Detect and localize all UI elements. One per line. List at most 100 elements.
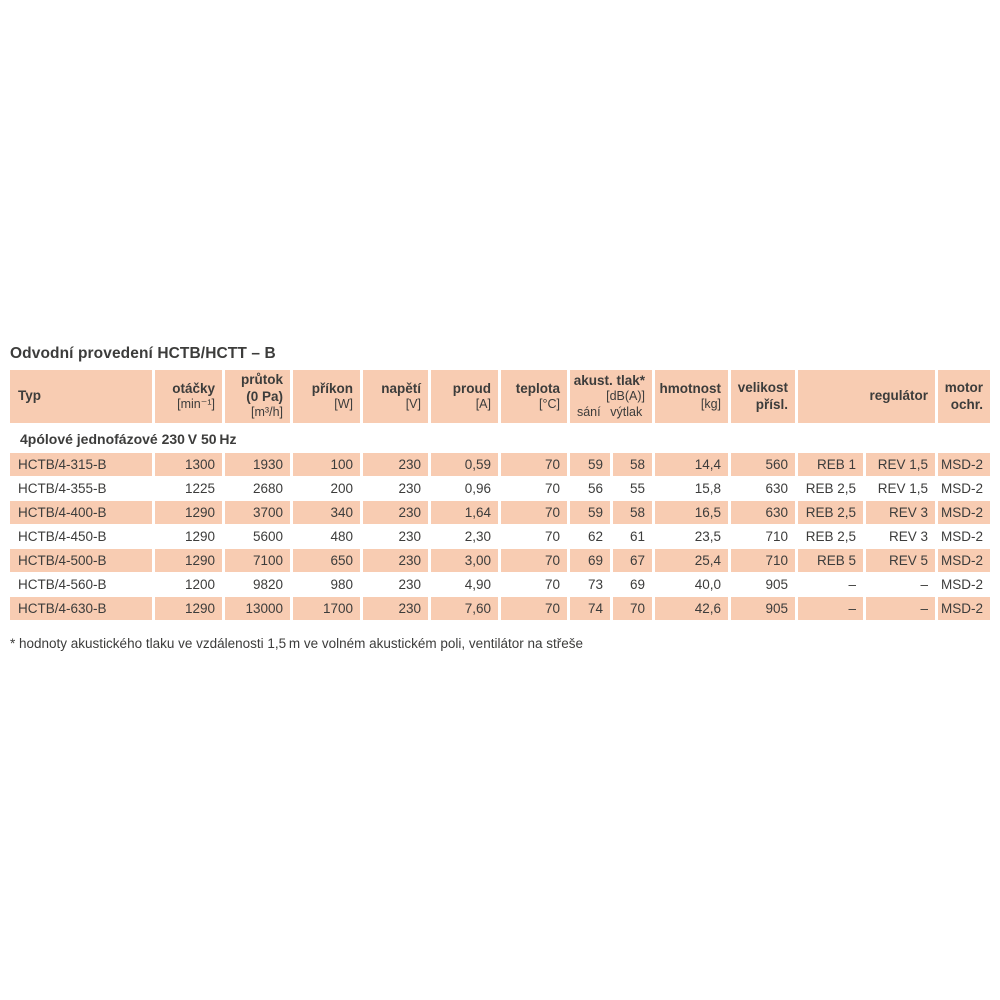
cell-motor-ochr: MSD-2	[938, 501, 991, 524]
cell-regulator-rev: REV 5	[866, 549, 936, 572]
cell-velikost: 710	[731, 525, 796, 548]
cell-akust-sani: 59	[570, 501, 610, 524]
cell-regulator-reb: REB 5	[798, 549, 864, 572]
cell-akust-sani: 59	[570, 453, 610, 476]
cell-prikon: 200	[293, 477, 360, 500]
col-header-akust-tlak: akust. tlak* [dB(A)] sání výtlak	[570, 370, 653, 423]
cell-typ: HCTB/4-500-B	[10, 549, 152, 572]
cell-regulator-rev: REV 1,5	[866, 453, 936, 476]
cell-motor-ochr: MSD-2	[938, 549, 991, 572]
header-row: Typ otáčky [min⁻¹] průtok (0 Pa) [m³/h] …	[10, 370, 991, 423]
col-header-teplota: teplota [°C]	[501, 370, 567, 423]
cell-regulator-reb: –	[798, 597, 864, 620]
cell-velikost: 560	[731, 453, 796, 476]
cell-typ: HCTB/4-355-B	[10, 477, 152, 500]
cell-proud: 7,60	[431, 597, 498, 620]
col-header-typ-label: Typ	[18, 388, 41, 404]
table-row: HCTB/4-500-B 1290 7100 650 230 3,00 70 6…	[10, 549, 991, 572]
table-row: HCTB/4-450-B 1290 5600 480 230 2,30 70 6…	[10, 525, 991, 548]
cell-motor-ochr: MSD-2	[938, 453, 991, 476]
cell-regulator-reb: REB 2,5	[798, 477, 864, 500]
cell-napeti: 230	[363, 549, 428, 572]
cell-hmotnost: 40,0	[655, 573, 729, 596]
cell-akust-vytlak: 55	[613, 477, 653, 500]
cell-prutok: 9820	[225, 573, 290, 596]
cell-prutok: 7100	[225, 549, 290, 572]
cell-napeti: 230	[363, 453, 428, 476]
cell-hmotnost: 14,4	[655, 453, 729, 476]
cell-napeti: 230	[363, 573, 428, 596]
cell-prutok: 3700	[225, 501, 290, 524]
cell-otacky: 1290	[155, 501, 222, 524]
cell-velikost: 630	[731, 477, 796, 500]
cell-prutok: 5600	[225, 525, 290, 548]
cell-regulator-reb: REB 2,5	[798, 501, 864, 524]
table-header: Typ otáčky [min⁻¹] průtok (0 Pa) [m³/h] …	[10, 370, 991, 423]
cell-napeti: 230	[363, 525, 428, 548]
akust-tlak-subcolumns: sání výtlak	[570, 405, 645, 420]
cell-napeti: 230	[363, 477, 428, 500]
cell-velikost: 905	[731, 573, 796, 596]
subcol-sani: sání	[576, 404, 601, 419]
cell-motor-ochr: MSD-2	[938, 477, 991, 500]
cell-teplota: 70	[501, 549, 567, 572]
group-header: 4pólové jednofázové 230 V 50 Hz	[10, 424, 991, 452]
cell-regulator-reb: REB 2,5	[798, 525, 864, 548]
col-header-typ: Typ	[10, 370, 152, 423]
cell-regulator-reb: REB 1	[798, 453, 864, 476]
table-row: HCTB/4-400-B 1290 3700 340 230 1,64 70 5…	[10, 501, 991, 524]
col-header-regulator: regulátor	[798, 370, 936, 423]
cell-proud: 3,00	[431, 549, 498, 572]
cell-teplota: 70	[501, 501, 567, 524]
cell-regulator-rev: REV 3	[866, 501, 936, 524]
col-header-prutok: průtok (0 Pa) [m³/h]	[225, 370, 290, 423]
cell-regulator-rev: –	[866, 597, 936, 620]
cell-prikon: 100	[293, 453, 360, 476]
col-header-proud: proud [A]	[431, 370, 498, 423]
cell-prikon: 980	[293, 573, 360, 596]
cell-typ: HCTB/4-315-B	[10, 453, 152, 476]
cell-motor-ochr: MSD-2	[938, 597, 991, 620]
cell-napeti: 230	[363, 597, 428, 620]
fan-spec-table: Typ otáčky [min⁻¹] průtok (0 Pa) [m³/h] …	[7, 369, 993, 621]
cell-typ: HCTB/4-630-B	[10, 597, 152, 620]
cell-motor-ochr: MSD-2	[938, 573, 991, 596]
cell-napeti: 230	[363, 501, 428, 524]
table-body: 4pólové jednofázové 230 V 50 Hz HCTB/4-3…	[10, 424, 991, 620]
col-header-prikon: příkon [W]	[293, 370, 360, 423]
cell-prutok: 13000	[225, 597, 290, 620]
cell-prutok: 1930	[225, 453, 290, 476]
cell-teplota: 70	[501, 597, 567, 620]
cell-akust-sani: 74	[570, 597, 610, 620]
cell-regulator-rev: REV 3	[866, 525, 936, 548]
subcol-vytlak: výtlak	[610, 404, 643, 419]
cell-otacky: 1290	[155, 597, 222, 620]
cell-hmotnost: 25,4	[655, 549, 729, 572]
table-row: HCTB/4-355-B 1225 2680 200 230 0,96 70 5…	[10, 477, 991, 500]
cell-typ: HCTB/4-450-B	[10, 525, 152, 548]
cell-akust-vytlak: 69	[613, 573, 653, 596]
cell-akust-sani: 69	[570, 549, 610, 572]
cell-typ: HCTB/4-560-B	[10, 573, 152, 596]
cell-teplota: 70	[501, 525, 567, 548]
cell-prikon: 650	[293, 549, 360, 572]
table-row: HCTB/4-560-B 1200 9820 980 230 4,90 70 7…	[10, 573, 991, 596]
cell-hmotnost: 16,5	[655, 501, 729, 524]
cell-akust-vytlak: 58	[613, 453, 653, 476]
cell-proud: 2,30	[431, 525, 498, 548]
cell-teplota: 70	[501, 477, 567, 500]
col-header-motor-ochr: motor ochr.	[938, 370, 991, 423]
cell-otacky: 1300	[155, 453, 222, 476]
cell-hmotnost: 23,5	[655, 525, 729, 548]
cell-typ: HCTB/4-400-B	[10, 501, 152, 524]
cell-prikon: 340	[293, 501, 360, 524]
cell-otacky: 1290	[155, 525, 222, 548]
cell-teplota: 70	[501, 573, 567, 596]
cell-prikon: 1700	[293, 597, 360, 620]
cell-velikost: 710	[731, 549, 796, 572]
cell-regulator-reb: –	[798, 573, 864, 596]
col-header-otacky: otáčky [min⁻¹]	[155, 370, 222, 423]
cell-prikon: 480	[293, 525, 360, 548]
cell-hmotnost: 42,6	[655, 597, 729, 620]
page-title: Odvodní provedení HCTB/HCTT – B	[10, 345, 276, 362]
